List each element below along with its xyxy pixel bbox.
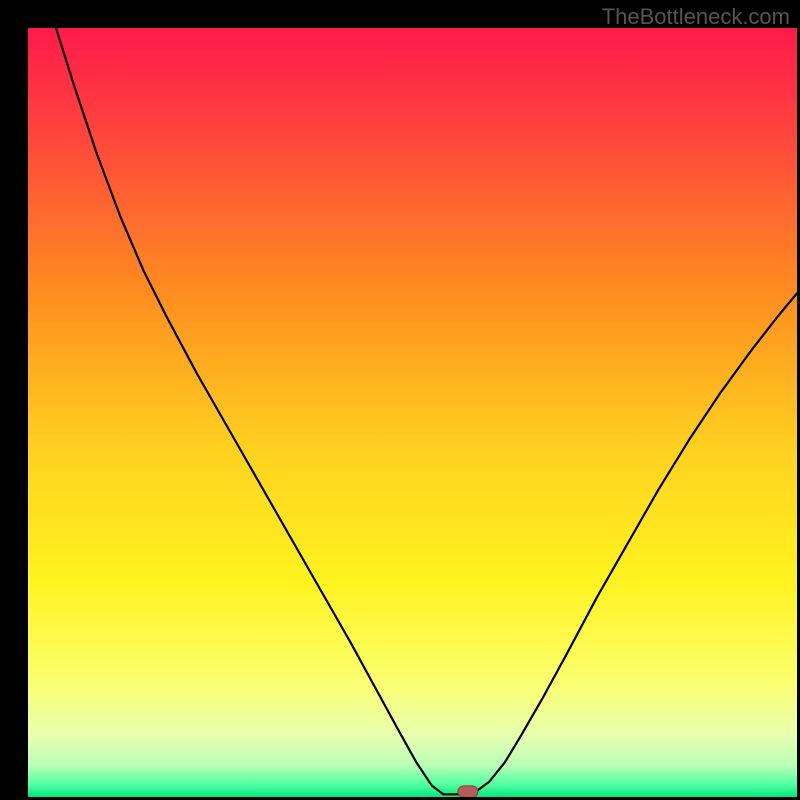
frame-border-left (0, 0, 28, 800)
watermark-text: TheBottleneck.com (602, 4, 790, 30)
chart-svg (0, 0, 800, 800)
bottleneck-curve (56, 28, 797, 794)
optimal-marker (458, 786, 478, 798)
bottleneck-chart: TheBottleneck.com (0, 0, 800, 800)
